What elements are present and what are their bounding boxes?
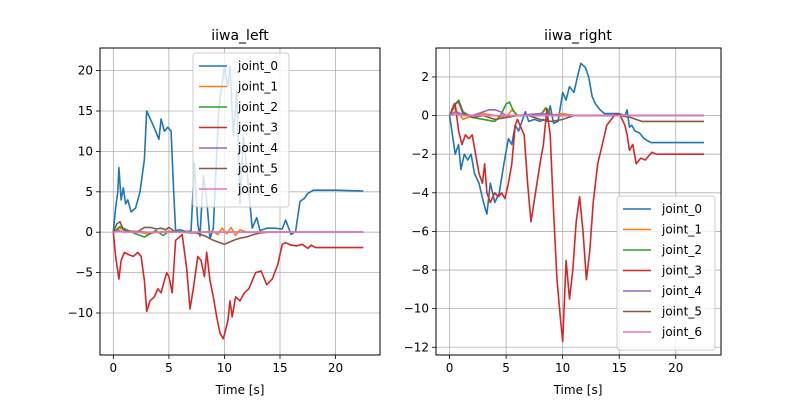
left-legend: joint_0 joint_1 joint_2 joint_3 joint_4joint… bbox=[192, 52, 290, 208]
left-ytick-label: 10 bbox=[78, 144, 93, 158]
right-legend: joint_0 joint_1 joint_2 joint_3 joint_4joint… bbox=[616, 195, 716, 351]
left-legend-label-joint-1: joint_1 bbox=[237, 80, 278, 94]
right-legend-label-joint-6: joint_6 bbox=[661, 325, 702, 339]
left-xtick-label: 15 bbox=[272, 361, 287, 375]
right-series bbox=[448, 62, 704, 343]
left-title: iiwa_left bbox=[211, 28, 269, 44]
right-ytick-label: −10 bbox=[404, 302, 429, 316]
right-ytick-label: 2 bbox=[421, 70, 429, 84]
left-xtick-label: 5 bbox=[165, 361, 173, 375]
left-legend-label-joint-4: joint_4 bbox=[237, 141, 278, 155]
subplot-right: 0 5 10 15 20 −12 −10 −8 −6 −4 −2 0 2 iiwa_right Time… bbox=[404, 28, 722, 397]
right-legend-label-joint-0: joint_0 bbox=[661, 202, 702, 216]
right-legend-label-joint-5: joint_5 bbox=[661, 305, 702, 319]
left-xtick-label: 0 bbox=[110, 361, 118, 375]
subplot-left: 0 5 10 15 20 −10 −5 0 5 10 15 20 iiwa_left Time [s]… bbox=[68, 28, 381, 397]
right-axes-frame bbox=[435, 47, 722, 356]
left-axes-frame bbox=[99, 47, 381, 356]
right-ytick-label: −8 bbox=[411, 263, 429, 277]
right-xtick-label: 10 bbox=[555, 361, 570, 375]
right-xtick-label: 15 bbox=[612, 361, 627, 375]
right-legend-label-joint-3: joint_3 bbox=[661, 264, 702, 278]
left-legend-label-joint-2: joint_2 bbox=[237, 100, 278, 114]
left-ticks: 0 5 10 15 20 −10 −5 0 5 10 15 20 bbox=[68, 64, 344, 375]
right-series-joint-3 bbox=[448, 103, 704, 343]
left-series-joint-6 bbox=[113, 230, 364, 233]
right-ytick-label: 0 bbox=[421, 109, 429, 123]
right-legend-label-joint-2: joint_2 bbox=[661, 243, 702, 257]
left-series-joint-3 bbox=[112, 232, 364, 340]
right-ticks: 0 5 10 15 20 −12 −10 −8 −6 −4 −2 0 2 bbox=[404, 70, 684, 375]
right-ytick-label: −6 bbox=[411, 224, 429, 238]
left-ytick-label: 15 bbox=[78, 104, 93, 118]
right-title: iiwa_right bbox=[544, 28, 612, 44]
right-xtick-label: 20 bbox=[668, 361, 683, 375]
right-ytick-label: −12 bbox=[404, 340, 429, 354]
left-xlabel: Time [s] bbox=[215, 383, 265, 397]
right-xtick-label: 0 bbox=[446, 361, 454, 375]
left-ytick-label: 0 bbox=[85, 225, 93, 239]
left-ytick-label: −5 bbox=[75, 266, 93, 280]
right-xtick-label: 5 bbox=[502, 361, 510, 375]
left-legend-label-joint-6: joint_6 bbox=[237, 182, 278, 196]
left-xtick-label: 20 bbox=[328, 361, 343, 375]
left-ytick-label: 5 bbox=[85, 185, 93, 199]
right-series-joint-6 bbox=[449, 112, 704, 117]
left-legend-label-joint-3: joint_3 bbox=[237, 121, 278, 135]
left-legend-label-joint-5: joint_5 bbox=[237, 162, 278, 176]
right-ytick-label: −4 bbox=[411, 186, 429, 200]
left-ytick-label: −10 bbox=[68, 306, 93, 320]
left-xtick-label: 10 bbox=[217, 361, 232, 375]
right-xlabel: Time [s] bbox=[553, 383, 603, 397]
right-ytick-label: −2 bbox=[411, 147, 429, 161]
left-legend-label-joint-0: joint_0 bbox=[237, 59, 278, 73]
right-legend-label-joint-1: joint_1 bbox=[661, 223, 702, 237]
right-legend-label-joint-4: joint_4 bbox=[661, 284, 702, 298]
left-ytick-label: 20 bbox=[78, 64, 93, 78]
